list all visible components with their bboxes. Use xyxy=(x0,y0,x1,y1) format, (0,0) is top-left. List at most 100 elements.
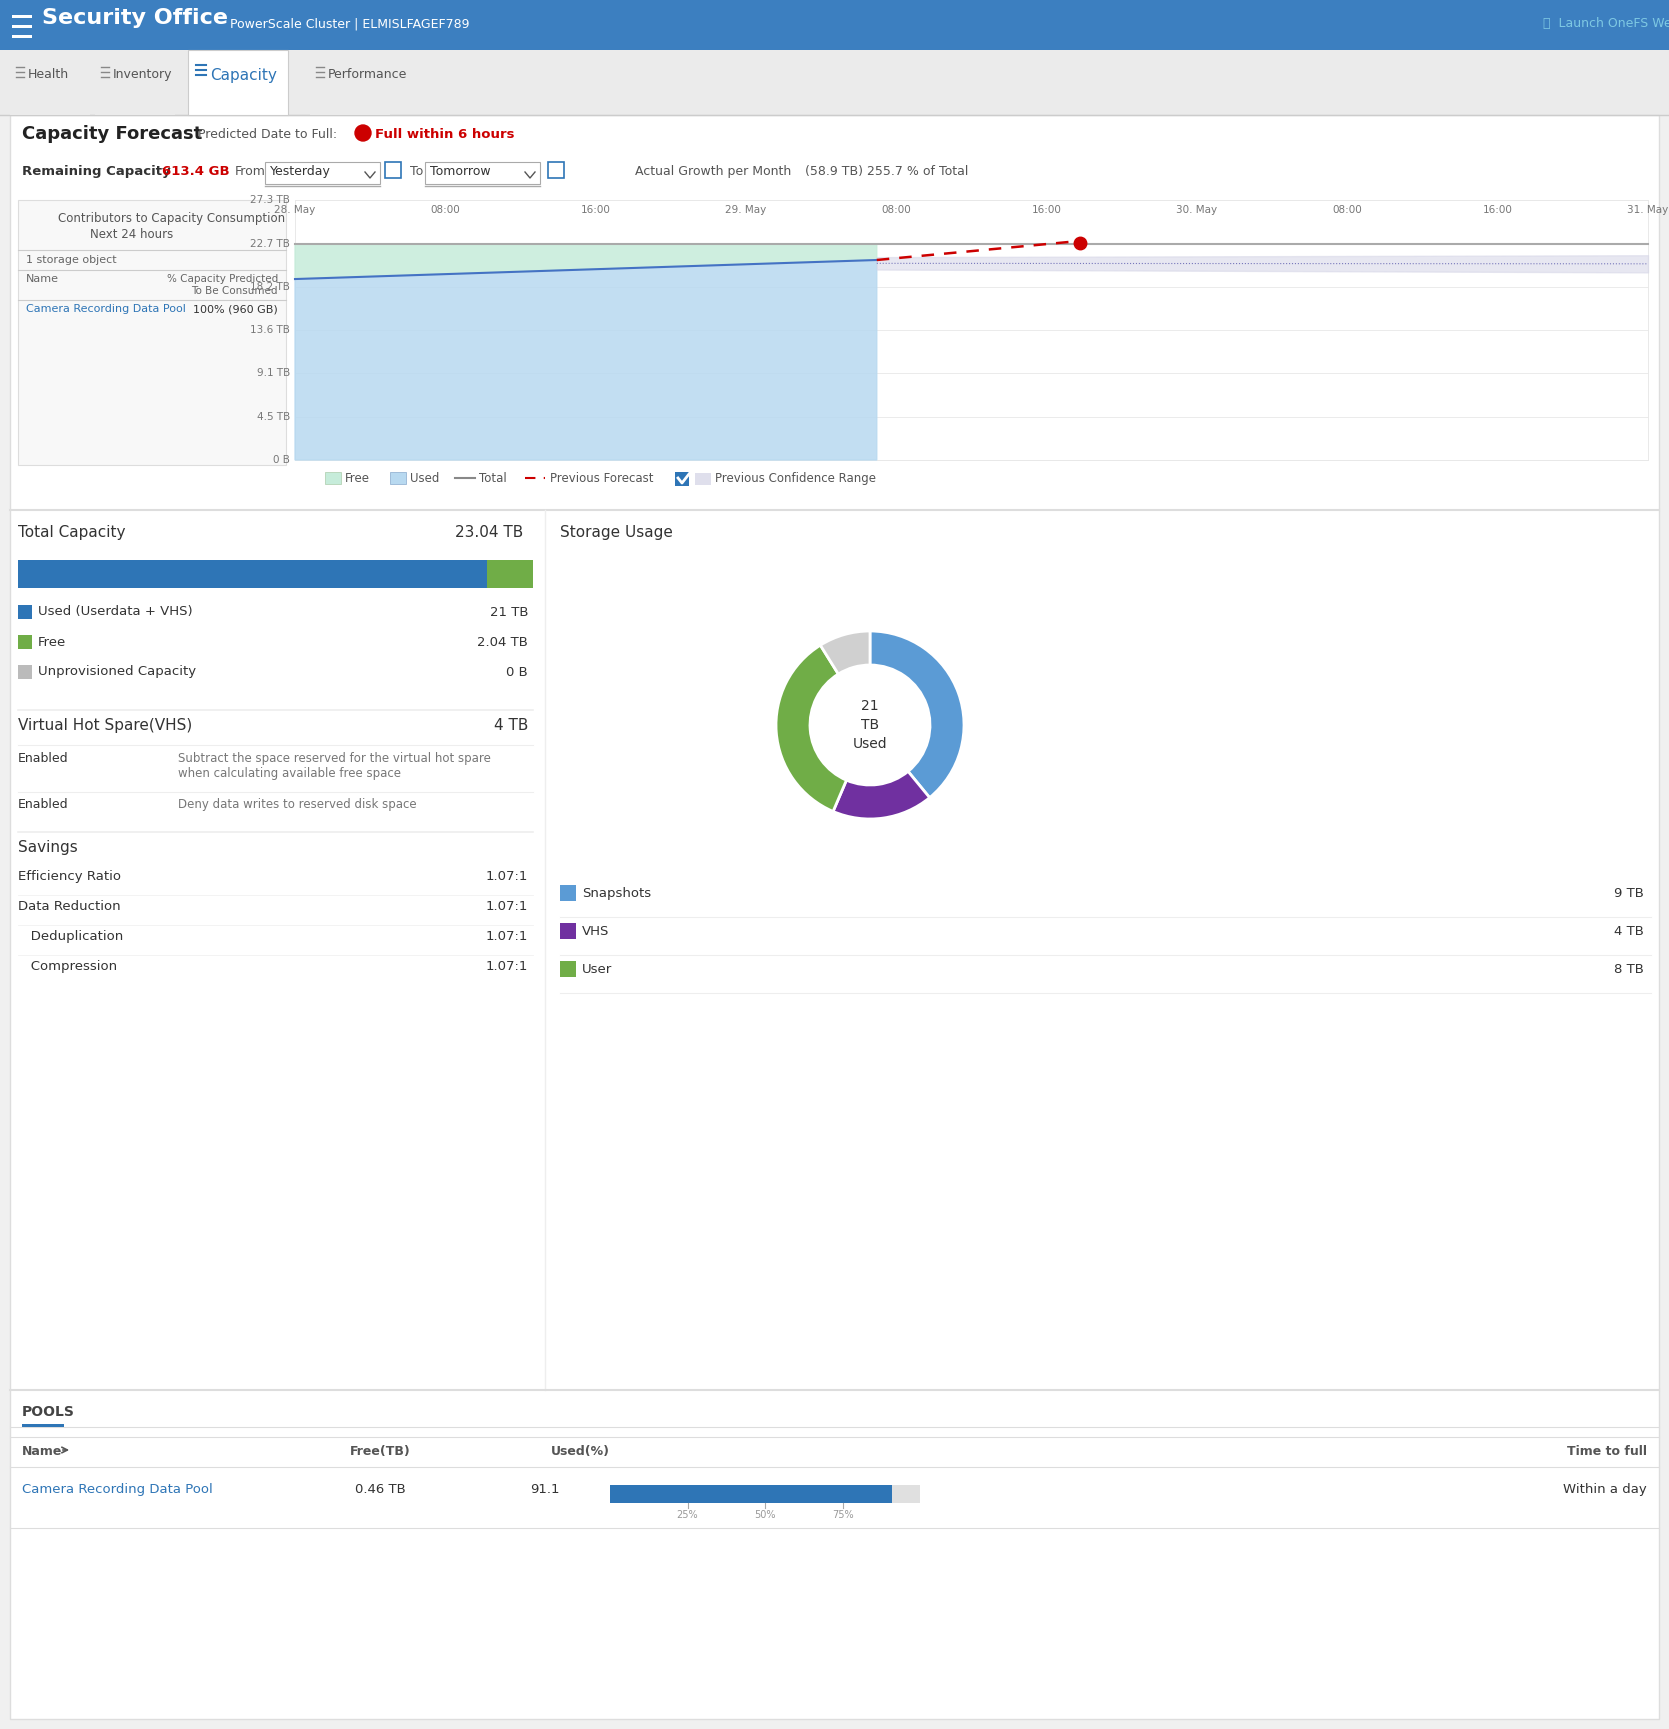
Text: From: From xyxy=(235,164,265,178)
Text: 21 TB: 21 TB xyxy=(489,605,527,619)
Bar xyxy=(18,605,32,619)
Text: Virtual Hot Spare(VHS): Virtual Hot Spare(VHS) xyxy=(18,718,192,733)
Text: PowerScale Cluster | ELMISLFAGEF789: PowerScale Cluster | ELMISLFAGEF789 xyxy=(230,17,469,29)
Bar xyxy=(609,1485,920,1503)
Text: Previous Forecast: Previous Forecast xyxy=(551,472,654,484)
Text: Time to full: Time to full xyxy=(1567,1445,1647,1458)
Circle shape xyxy=(355,124,371,142)
Text: Enabled: Enabled xyxy=(18,799,68,811)
Text: 1 storage object: 1 storage object xyxy=(27,254,117,265)
Text: POOLS: POOLS xyxy=(22,1406,75,1420)
Bar xyxy=(10,50,90,116)
Bar xyxy=(0,0,1669,50)
Text: 100% (960 GB): 100% (960 GB) xyxy=(194,304,279,315)
Text: 27.3 TB: 27.3 TB xyxy=(250,195,290,206)
Bar xyxy=(325,472,340,484)
Text: 9.1 TB: 9.1 TB xyxy=(257,368,290,379)
Text: 0 B: 0 B xyxy=(274,455,290,465)
Text: 50%: 50% xyxy=(754,1509,776,1520)
Bar xyxy=(12,16,32,17)
Bar xyxy=(426,163,541,183)
Text: Deny data writes to reserved disk space: Deny data writes to reserved disk space xyxy=(179,799,417,811)
Text: Free: Free xyxy=(345,472,371,484)
Text: Free: Free xyxy=(38,636,67,648)
Text: 9 TB: 9 TB xyxy=(1614,887,1644,899)
Text: Actual Growth per Month: Actual Growth per Month xyxy=(634,164,791,178)
Text: 18.2 TB: 18.2 TB xyxy=(250,282,290,292)
Bar xyxy=(18,666,32,679)
Bar xyxy=(22,1425,63,1426)
Text: Snapshots: Snapshots xyxy=(582,887,651,899)
Text: 08:00: 08:00 xyxy=(431,206,461,214)
Text: 16:00: 16:00 xyxy=(581,206,611,214)
Text: 1.07:1: 1.07:1 xyxy=(486,870,527,884)
Bar xyxy=(310,50,391,116)
Wedge shape xyxy=(833,771,930,820)
Text: Health: Health xyxy=(28,67,68,81)
Bar xyxy=(561,961,576,977)
Text: Capacity: Capacity xyxy=(210,67,277,83)
Text: To: To xyxy=(411,164,424,178)
Text: Total: Total xyxy=(479,472,507,484)
Text: Name: Name xyxy=(22,1445,62,1458)
Text: 08:00: 08:00 xyxy=(1332,206,1362,214)
Text: To Be Consumed: To Be Consumed xyxy=(192,285,279,296)
Text: Contributors to Capacity Consumption: Contributors to Capacity Consumption xyxy=(58,213,285,225)
Text: Enabled: Enabled xyxy=(18,752,68,764)
Text: 28. May: 28. May xyxy=(274,206,315,214)
Text: 4 TB: 4 TB xyxy=(1614,925,1644,937)
Polygon shape xyxy=(295,244,876,278)
Text: 0 B: 0 B xyxy=(506,666,527,678)
Text: Compression: Compression xyxy=(18,960,117,973)
Text: Camera Recording Data Pool: Camera Recording Data Pool xyxy=(22,1483,212,1496)
Bar xyxy=(189,50,289,116)
Text: Used(%): Used(%) xyxy=(551,1445,609,1458)
Text: Savings: Savings xyxy=(18,840,78,856)
Polygon shape xyxy=(295,259,876,460)
Bar xyxy=(295,201,1647,460)
Text: Next 24 hours: Next 24 hours xyxy=(90,228,174,240)
Text: Remaining Capacity: Remaining Capacity xyxy=(22,164,170,178)
Bar xyxy=(674,472,689,486)
Bar xyxy=(561,923,576,939)
Text: 29. May: 29. May xyxy=(726,206,766,214)
Wedge shape xyxy=(870,631,965,797)
Text: Free(TB): Free(TB) xyxy=(349,1445,411,1458)
Text: 08:00: 08:00 xyxy=(881,206,911,214)
Text: User: User xyxy=(582,963,613,975)
Text: 1.07:1: 1.07:1 xyxy=(486,930,527,942)
Bar xyxy=(609,1485,893,1503)
Text: 4 TB: 4 TB xyxy=(494,718,527,733)
Text: 13.6 TB: 13.6 TB xyxy=(250,325,290,335)
Text: 16:00: 16:00 xyxy=(1031,206,1061,214)
Bar xyxy=(18,201,285,465)
Text: Used: Used xyxy=(411,472,439,484)
Text: 1.07:1: 1.07:1 xyxy=(486,901,527,913)
Text: Inventory: Inventory xyxy=(113,67,172,81)
Bar xyxy=(0,50,1669,116)
Text: 4.5 TB: 4.5 TB xyxy=(257,412,290,422)
Text: Name: Name xyxy=(27,273,58,284)
Text: Used (Userdata + VHS): Used (Userdata + VHS) xyxy=(38,605,192,619)
Text: Previous Confidence Range: Previous Confidence Range xyxy=(714,472,876,484)
Text: (58.9 TB) 255.7 % of Total: (58.9 TB) 255.7 % of Total xyxy=(804,164,968,178)
Text: ⧉  Launch OneFS WebUI: ⧉ Launch OneFS WebUI xyxy=(1544,17,1669,29)
Text: Unprovisioned Capacity: Unprovisioned Capacity xyxy=(38,666,197,678)
Text: Yesterday: Yesterday xyxy=(270,164,330,178)
Text: 75%: 75% xyxy=(831,1509,853,1520)
Text: 613.4 GB: 613.4 GB xyxy=(162,164,230,178)
Text: Storage Usage: Storage Usage xyxy=(561,526,673,539)
Text: 25%: 25% xyxy=(676,1509,698,1520)
Text: Predicted Date to Full:: Predicted Date to Full: xyxy=(199,128,337,142)
Bar xyxy=(12,35,32,38)
Text: 16:00: 16:00 xyxy=(1482,206,1512,214)
Wedge shape xyxy=(821,631,870,674)
Bar xyxy=(18,560,487,588)
Text: Performance: Performance xyxy=(329,67,407,81)
Text: Total Capacity: Total Capacity xyxy=(18,526,125,539)
Bar xyxy=(12,24,32,28)
Text: % Capacity Predicted: % Capacity Predicted xyxy=(167,273,279,284)
Bar xyxy=(18,635,32,648)
Text: 31. May: 31. May xyxy=(1627,206,1669,214)
Text: 91.1: 91.1 xyxy=(531,1483,561,1496)
